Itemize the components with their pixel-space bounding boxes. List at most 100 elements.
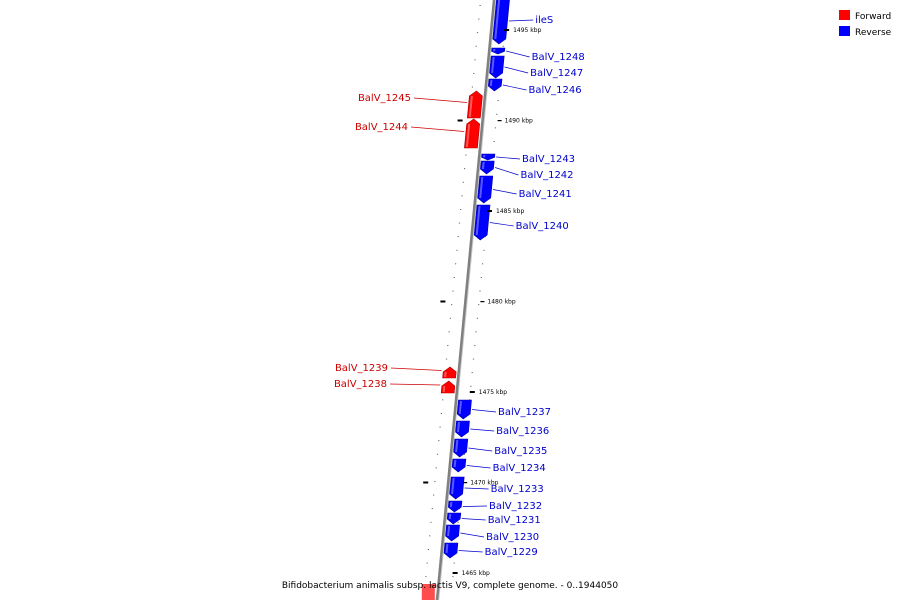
gene-arrow[interactable] [447, 500, 463, 513]
gene-leader-line [413, 97, 468, 103]
gene-label-balv_1237[interactable]: BalV_1237 [498, 407, 551, 418]
gene-feature-balv_1238[interactable] [440, 380, 456, 394]
gene-feature-balv_1240[interactable] [473, 204, 491, 241]
gene-arrow[interactable] [456, 399, 472, 420]
gene-arrow[interactable] [464, 118, 481, 149]
tick-mark [476, 32, 479, 34]
gene-arrow[interactable] [491, 47, 506, 55]
gene-arrow[interactable] [487, 78, 503, 92]
gene-arrow[interactable] [455, 420, 470, 438]
gene-leader-line [506, 50, 530, 58]
gene-arrow[interactable] [492, 0, 510, 45]
gene-feature-balv_1229[interactable] [443, 542, 459, 559]
gene-feature-balv_1245[interactable] [466, 90, 483, 119]
forward-legend-swatch [839, 10, 850, 20]
gene-label-balv_1231[interactable]: BalV_1231 [488, 515, 541, 526]
gene-label-balv_1241[interactable]: BalV_1241 [519, 189, 572, 200]
gene-labels: ileS BalV_1248 BalV_1247 BalV_1246 BalV_1245… [334, 15, 585, 558]
gene-arrow[interactable] [440, 380, 456, 394]
gene-arrow[interactable] [453, 438, 469, 458]
gene-label-balv_1232[interactable]: BalV_1232 [489, 501, 542, 512]
gene-label-balv_1230[interactable]: BalV_1230 [486, 532, 539, 543]
gene-leader-line [504, 66, 529, 74]
tick-mark [463, 453, 466, 455]
tick-mark [453, 562, 455, 564]
tick-mark [439, 426, 441, 428]
gene-label-balv_1239[interactable]: BalV_1239 [335, 363, 388, 374]
gene-feature-balv_1230[interactable] [445, 524, 460, 542]
gene-label-balv_1240[interactable]: BalV_1240 [516, 221, 569, 232]
gene-feature-balv_1232[interactable] [447, 500, 463, 513]
gene-feature-balv_1233[interactable] [449, 476, 465, 500]
genome-caption: Bifidobacterium animalis subsp. lactis V… [282, 581, 619, 591]
gene-feature-balv_1239[interactable] [442, 366, 457, 379]
gene-arrow[interactable] [473, 204, 491, 241]
tick-mark [479, 290, 481, 292]
gene-highlight [442, 385, 446, 393]
gene-leader-line [390, 367, 442, 371]
gene-feature-balv_1241[interactable] [477, 175, 494, 204]
gene-label-balv_1243[interactable]: BalV_1243 [522, 154, 575, 165]
gene-arrow[interactable] [466, 90, 483, 119]
gene-arrow[interactable] [446, 512, 462, 525]
gene-highlight [475, 205, 481, 236]
gene-feature-balv_1231[interactable] [446, 512, 462, 525]
gene-highlight [465, 123, 471, 148]
genome-backbone [435, 0, 497, 600]
gene-leader-line [462, 505, 488, 507]
tick-mark [479, 5, 481, 6]
tick-mark [448, 331, 450, 333]
gene-arrow[interactable] [445, 524, 460, 542]
gene-leader-line [492, 189, 517, 195]
tick-mark [474, 345, 476, 346]
gene-feature-balv_1244[interactable] [464, 118, 481, 149]
gene-feature-balv_1243[interactable] [481, 153, 496, 161]
gene-highlight [481, 161, 485, 170]
gene-leader-line [472, 409, 496, 413]
gene-label-balv_1245[interactable]: BalV_1245 [358, 93, 411, 104]
gene-leader-line [466, 465, 491, 469]
tick-mark [496, 113, 498, 115]
gene-arrow[interactable] [449, 476, 465, 500]
gene-label-balv_1236[interactable]: BalV_1236 [496, 426, 549, 437]
tick-mark [482, 263, 484, 265]
gene-label-balv_1229[interactable]: BalV_1229 [485, 547, 538, 558]
tick-mark [431, 508, 433, 510]
gene-label-balv_1244[interactable]: BalV_1244 [355, 122, 408, 133]
gene-feature-balv_1236[interactable] [455, 420, 470, 438]
gene-label-balv_1246[interactable]: BalV_1246 [529, 85, 582, 96]
gene-label-balv_1235[interactable]: BalV_1235 [494, 446, 547, 457]
gene-arrow[interactable] [443, 542, 459, 559]
gene-feature-balv_1247[interactable] [489, 55, 505, 79]
gene-arrow[interactable] [477, 175, 494, 204]
gene-arrow[interactable] [481, 153, 496, 161]
gene-feature-balv_1237[interactable] [456, 399, 472, 420]
tick-mark [475, 331, 477, 333]
gene-highlight [458, 400, 462, 415]
gene-feature-iles[interactable] [492, 0, 510, 45]
gene-feature-balv_1246[interactable] [487, 78, 503, 92]
tick-mark [456, 249, 458, 251]
gene-label-balv_1233[interactable]: BalV_1233 [491, 484, 544, 495]
gene-feature-balv_1235[interactable] [453, 438, 469, 458]
gene-arrow[interactable] [489, 55, 505, 79]
gene-label-balv_1238[interactable]: BalV_1238 [334, 379, 387, 390]
gene-arrow[interactable] [480, 160, 495, 175]
gene-arrow[interactable] [451, 458, 467, 473]
gene-leader-line [508, 19, 534, 22]
gene-label-balv_1234[interactable]: BalV_1234 [493, 463, 546, 474]
gene-label-balv_1242[interactable]: BalV_1242 [520, 170, 573, 181]
gene-arrow[interactable] [442, 366, 457, 379]
gene-feature-balv_1234[interactable] [451, 458, 467, 473]
gene-label-balv_1247[interactable]: BalV_1247 [530, 68, 583, 79]
gene-leader-line [461, 518, 486, 521]
tick-mark [470, 385, 472, 387]
gene-label-iles[interactable]: ileS [535, 15, 553, 26]
tick-mark [457, 236, 459, 238]
tick-mark [455, 263, 457, 265]
gene-highlight [451, 477, 455, 495]
gene-feature-balv_1248[interactable] [491, 47, 506, 55]
gene-label-balv_1248[interactable]: BalV_1248 [532, 52, 585, 63]
tick-mark [434, 481, 436, 482]
gene-feature-balv_1242[interactable] [480, 160, 495, 175]
